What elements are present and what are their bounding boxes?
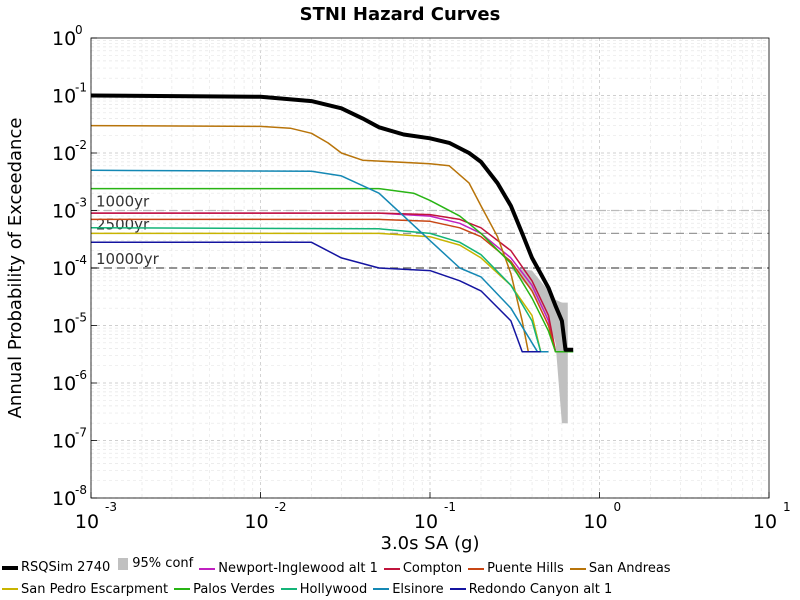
y-tick-exponent: 0 [75, 23, 83, 37]
y-axis-label: Annual Probability of Exceedance [5, 118, 26, 419]
y-tick-exponent: -2 [75, 138, 87, 152]
y-tick-exponent: -5 [75, 311, 87, 325]
y-tick-label: 10 [52, 28, 76, 50]
reference-line-label: 10000yr [96, 250, 160, 268]
legend-swatch [569, 567, 586, 570]
series-line [90, 227, 549, 353]
y-tick-label: 10 [52, 316, 76, 338]
y-tick-label: 10 [52, 258, 76, 280]
series-line [91, 241, 541, 353]
y-tick-label: 10 [52, 431, 76, 453]
series-line [90, 124, 541, 353]
legend-label: Newport-Inglewood alt 1 [218, 561, 378, 576]
x-tick-exponent: -1 [444, 500, 456, 514]
series-line [90, 169, 549, 353]
legend-label: 95% conf [132, 556, 194, 571]
y-tick-label: 10 [52, 143, 76, 165]
legend-label: Elsinore [392, 581, 444, 597]
legend-row: San Pedro Escarpment Palos Verdes Hollywoo… [2, 579, 618, 597]
reference-line-label: 1000yr [96, 193, 150, 211]
legend-swatch [174, 588, 191, 590]
series-line [91, 232, 549, 353]
x-tick-exponent: 1 [783, 500, 791, 514]
legend-swatch [199, 567, 216, 570]
y-tick-label: 10 [52, 488, 76, 510]
confidence-band [510, 268, 568, 424]
legend-row: RSQSim 2740 95% conf Newport-Inglewood alt… [2, 556, 677, 576]
hazard-curves-chart: STNI Hazard Curves 1000yr 2500yr 10000yr 1… [5, 4, 791, 554]
reference-line-label: 2500yr [96, 215, 150, 233]
legend-label: Puente Hills [487, 561, 564, 576]
y-tick-label: 10 [52, 373, 76, 395]
legend-swatch [449, 588, 466, 590]
legend-item: 95% conf [116, 556, 193, 571]
legend-item: Elsinore [373, 581, 444, 597]
x-axis-label: 3.0s SA (g) [381, 533, 480, 554]
x-tick-label: 10 [75, 511, 99, 533]
legend-label: San Andreas [588, 561, 671, 576]
y-tick-exponent: -1 [75, 81, 87, 95]
y-tick-exponent: -8 [75, 483, 87, 497]
legend-label: Redondo Canyon alt 1 [468, 581, 613, 597]
legend-swatch [2, 588, 18, 590]
legend-swatch [373, 588, 390, 590]
legend-label: RSQSim 2740 [21, 560, 111, 575]
legend-label: Compton [402, 561, 463, 576]
legend-swatch [2, 565, 18, 570]
x-tick-label: 10 [414, 511, 438, 533]
legend-swatch [280, 588, 297, 590]
legend-item: Redondo Canyon alt 1 [449, 581, 613, 597]
legend-item: Compton [383, 561, 463, 576]
legend-item: Puente Hills [468, 561, 564, 576]
x-tick-exponent: 0 [614, 500, 622, 514]
y-tick-exponent: -7 [75, 426, 87, 440]
legend-item: San Pedro Escarpment [2, 582, 168, 597]
legend-swatch [383, 567, 400, 570]
legend-item: San Andreas [569, 561, 671, 576]
x-tick-label: 10 [244, 511, 268, 533]
y-tick-exponent: -6 [75, 368, 87, 382]
chart-title: STNI Hazard Curves [300, 4, 501, 25]
legend-label: Palos Verdes [193, 581, 275, 597]
legend-item: Newport-Inglewood alt 1 [199, 561, 378, 576]
series-line [90, 93, 574, 352]
series-line [91, 187, 574, 353]
legend-item: Hollywood [280, 581, 368, 597]
x-tick-exponent: -3 [105, 500, 117, 514]
series-line [91, 212, 562, 353]
legend-swatch [468, 567, 485, 570]
y-tick-label: 10 [52, 86, 76, 108]
x-tick-label: 10 [583, 511, 607, 533]
y-tick-exponent: -4 [75, 253, 87, 267]
legend-item: Palos Verdes [174, 582, 275, 597]
legend-label: San Pedro Escarpment [21, 581, 169, 597]
legend-swatch [118, 557, 129, 570]
legend-label: Hollywood [299, 581, 368, 597]
y-tick-exponent: -3 [75, 196, 87, 210]
y-tick-label: 10 [52, 201, 76, 223]
x-tick-exponent: -2 [275, 500, 287, 514]
legend-item: RSQSim 2740 [2, 560, 110, 575]
x-tick-label: 10 [753, 511, 777, 533]
